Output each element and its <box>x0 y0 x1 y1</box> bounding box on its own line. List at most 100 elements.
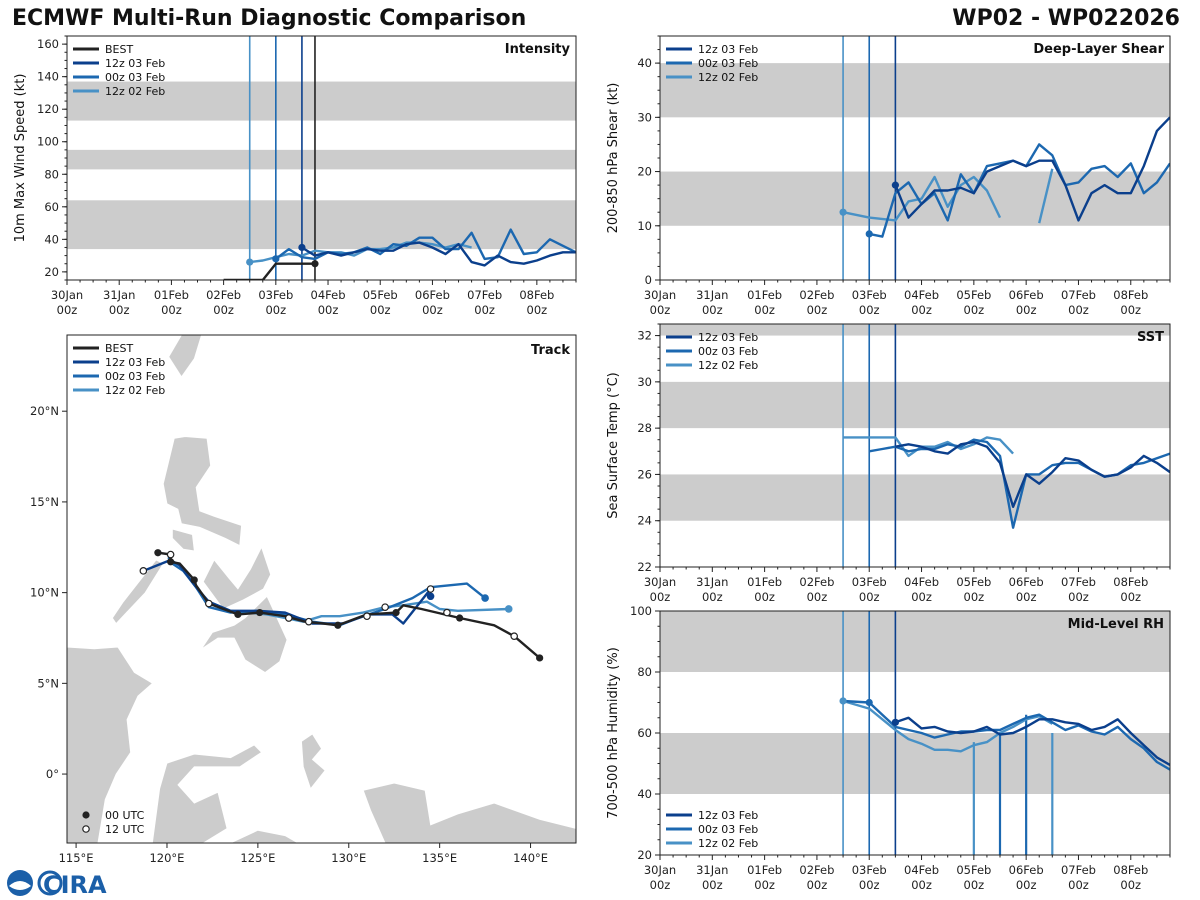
x-tick-label: 30Jan <box>644 288 676 302</box>
x-tick-label: 05Feb <box>363 288 398 302</box>
panel-frame <box>66 334 577 844</box>
series-line-run12z03 <box>895 440 1170 508</box>
legend-marker-00utc <box>82 811 90 819</box>
y-tick-label: 20°N <box>30 404 59 418</box>
series-line-run12z02 <box>1038 168 1054 224</box>
y-tick-label: 100 <box>37 135 59 149</box>
x-tick-hour-label: 00z <box>964 303 985 317</box>
panel-rh: 2040608010030Jan00z31Jan00z01Feb00z02Feb… <box>606 604 1171 892</box>
y-tick-label: 60 <box>44 200 59 214</box>
series-line-run12z02 <box>249 241 472 264</box>
y-axis-label: 700-500 hPa Humidity (%) <box>606 647 621 819</box>
panel-title: Deep-Layer Shear <box>1033 42 1164 57</box>
x-tick-label: 125°E <box>240 851 275 865</box>
x-tick-label: 31Jan <box>696 863 728 877</box>
x-tick-label: 31Jan <box>696 288 728 302</box>
plot-area <box>660 36 1170 280</box>
x-tick-hour-label: 00z <box>650 878 671 892</box>
x-tick-label: 07Feb <box>1061 288 1096 302</box>
x-tick-label: 08Feb <box>1113 288 1148 302</box>
x-tick-hour-label: 00z <box>527 303 548 317</box>
x-tick-label: 04Feb <box>904 863 939 877</box>
cira-logo: CIRA <box>7 870 107 898</box>
x-tick-label: 30Jan <box>644 575 676 589</box>
timor-land <box>230 829 299 843</box>
x-tick-hour-label: 00z <box>474 303 495 317</box>
legend-label: 12z 02 Feb <box>105 85 165 98</box>
plot-area <box>660 324 1170 567</box>
x-tick-hour-label: 00z <box>807 590 828 604</box>
track-point-12utc <box>443 608 451 617</box>
panel-intensity: 2040608010012014016030Jan00z31Jan00z01Fe… <box>13 35 577 317</box>
init-point-run12z02 <box>839 208 847 216</box>
x-tick-label: 03Feb <box>852 575 887 589</box>
series-line-best <box>223 262 315 280</box>
panel-frame <box>659 323 1171 568</box>
y-tick-label: 40 <box>44 232 59 246</box>
track-end-point-run12z02 <box>504 605 513 613</box>
y-tick-label: 32 <box>637 329 652 343</box>
track-point-12utc <box>304 617 313 626</box>
x-tick-hour-label: 00z <box>650 590 671 604</box>
y-tick-label: 160 <box>37 37 59 51</box>
threshold-band <box>660 733 1170 794</box>
series-line-run12z03 <box>894 116 1170 222</box>
x-tick-hour-label: 00z <box>1016 878 1037 892</box>
x-tick-label: 02Feb <box>206 288 241 302</box>
legend-label: 12z 03 Feb <box>698 809 758 822</box>
x-tick-label: 01Feb <box>154 288 189 302</box>
x-tick-label: 140°E <box>513 851 548 865</box>
threshold-band <box>660 611 1170 672</box>
track-end-point-run12z03 <box>426 592 435 601</box>
track-point-00utc <box>392 608 400 617</box>
x-tick-label: 06Feb <box>1009 288 1044 302</box>
storm-id: WP02 - WP022026 <box>952 6 1180 31</box>
x-tick-hour-label: 00z <box>109 303 130 317</box>
x-tick-label: 04Feb <box>311 288 346 302</box>
threshold-band <box>660 171 1170 226</box>
threshold-band <box>67 81 576 121</box>
x-tick-hour-label: 00z <box>213 303 234 317</box>
x-tick-hour-label: 00z <box>702 590 723 604</box>
init-point-run00z03 <box>272 255 280 263</box>
x-tick-label: 05Feb <box>956 575 991 589</box>
track-point-00utc <box>536 654 544 662</box>
panel-title: Mid-Level RH <box>1068 617 1164 632</box>
x-tick-hour-label: 00z <box>318 303 339 317</box>
threshold-band <box>660 474 1170 521</box>
y-tick-label: 40 <box>637 56 652 70</box>
track-point-12utc <box>166 550 175 559</box>
legend-label: 12z 03 Feb <box>105 57 165 70</box>
x-tick-hour-label: 00z <box>859 878 880 892</box>
panel-title: Intensity <box>505 42 571 57</box>
x-tick-hour-label: 00z <box>57 303 78 317</box>
y-tick-label: 80 <box>44 167 59 181</box>
track-point-00utc <box>456 614 464 622</box>
legend-label: BEST <box>105 342 133 355</box>
y-tick-label: 40 <box>637 787 652 801</box>
x-tick-hour-label: 00z <box>859 590 880 604</box>
x-tick-hour-label: 00z <box>702 303 723 317</box>
y-tick-label: 22 <box>637 560 652 574</box>
x-tick-hour-label: 00z <box>807 303 828 317</box>
y-tick-label: 100 <box>630 604 652 618</box>
panel-sst: 22242628303230Jan00z31Jan00z01Feb00z02Fe… <box>606 323 1171 604</box>
cira-globe-icon <box>37 870 63 896</box>
x-tick-hour-label: 00z <box>754 878 775 892</box>
x-tick-label: 120°E <box>149 851 184 865</box>
legend-label: 12z 02 Feb <box>698 71 758 84</box>
x-tick-label: 30Jan <box>644 863 676 877</box>
y-tick-label: 120 <box>37 102 59 116</box>
x-tick-hour-label: 00z <box>1120 303 1141 317</box>
x-tick-label: 07Feb <box>1061 863 1096 877</box>
marker-legend-label: 00 UTC <box>105 809 145 822</box>
threshold-band <box>67 200 576 250</box>
x-tick-hour-label: 00z <box>370 303 391 317</box>
y-tick-label: 10°N <box>30 586 59 600</box>
x-tick-label: 01Feb <box>747 863 782 877</box>
x-tick-hour-label: 00z <box>964 590 985 604</box>
x-tick-hour-label: 00z <box>1068 590 1089 604</box>
x-tick-label: 07Feb <box>1061 575 1096 589</box>
x-tick-hour-label: 00z <box>964 878 985 892</box>
